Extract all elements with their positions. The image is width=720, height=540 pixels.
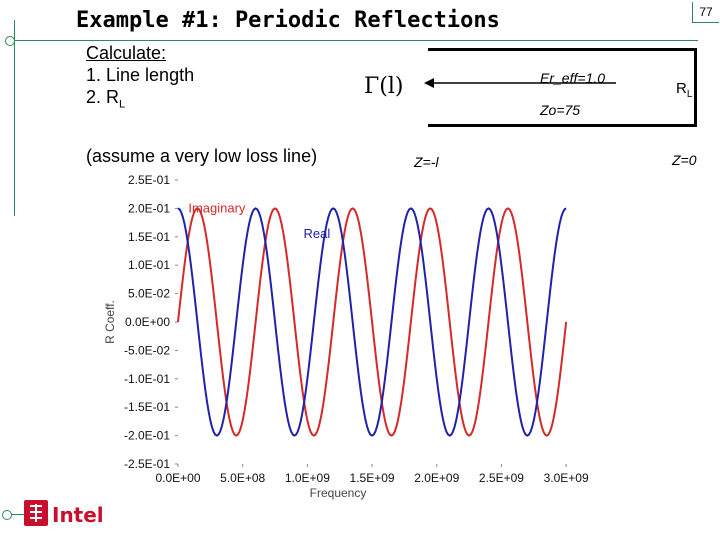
calculate-item-2-text: 2. R	[86, 87, 120, 107]
y-tick-label: -5.0E-02	[124, 343, 170, 357]
load-lead	[694, 48, 697, 127]
bottom-rail-line	[6, 514, 36, 515]
top-rail-line	[8, 40, 698, 41]
x-tick-label: 3.0E+09	[544, 471, 589, 485]
y-tick-label: -2.5E-01	[124, 457, 170, 471]
y-tick-label: 2.5E-01	[128, 173, 170, 187]
er-eff-label: Er_eff=1.0	[540, 70, 605, 86]
x-tick-label: 2.0E+09	[414, 471, 459, 485]
logo-text: Intel	[52, 503, 104, 527]
calculate-item-1: 1. Line length	[86, 65, 195, 85]
x-tick-label: 5.0E+08	[220, 471, 265, 485]
y-tick-label: 0.0E+00	[125, 315, 170, 329]
left-rail-line	[14, 20, 15, 216]
zo-label: Zo=75	[540, 102, 581, 118]
slide-number: 77	[692, 2, 719, 23]
y-axis-label: R Coeff.	[103, 300, 117, 344]
intel-logo: Intel	[24, 500, 104, 527]
rail-circle-bottom	[2, 510, 12, 520]
calculate-item-2-sub: L	[119, 98, 126, 111]
x-tick-label: 1.5E+09	[350, 471, 395, 485]
y-tick-label: 1.0E-01	[128, 258, 170, 272]
y-axis-ticks: 2.5E-01 2.0E-01 1.5E-01 1.0E-01 5.0E-02 0.0E+…	[124, 173, 178, 471]
annotation-imaginary: Imaginary	[188, 200, 246, 215]
y-tick-label: 2.0E-01	[128, 201, 170, 215]
line-top-conductor	[428, 48, 696, 51]
assumption-note: (assume a very low loss line)	[86, 146, 318, 166]
z-right-label: Z=0	[672, 152, 697, 168]
page-title: Example #1: Periodic Reflections	[76, 8, 500, 33]
load-resistor-text: R	[676, 80, 687, 97]
x-axis-ticks: 0.0E+00 5.0E+08 1.0E+09 1.5E+09 2.0E+09 2.5E+…	[155, 464, 589, 485]
chart-series	[177, 207, 568, 437]
annotation-real: Real	[303, 226, 330, 241]
line-bottom-conductor	[428, 124, 696, 127]
series-line-real	[177, 207, 567, 437]
x-tick-label: 0.0E+00	[155, 471, 200, 485]
rail-circle-top	[5, 36, 15, 46]
reflection-coefficient-chart: 2.5E-01 2.0E-01 1.5E-01 1.0E-01 5.0E-02 0.0E+…	[103, 173, 589, 500]
load-resistor-label: RL	[676, 80, 693, 100]
gamma-label: Γ(l)	[364, 74, 404, 99]
calculate-block: Calculate: 1. Line length 2. RL	[86, 42, 194, 116]
z-left-label: Z=-l	[414, 154, 439, 170]
series-line-imaginary	[177, 207, 568, 437]
calculate-item-2: 2. RL	[86, 86, 194, 116]
x-tick-label: 1.0E+09	[285, 471, 330, 485]
y-tick-label: 1.5E-01	[128, 230, 170, 244]
chart-annotations: Imaginary Real	[188, 200, 330, 241]
load-resistor-sub: L	[686, 89, 693, 100]
x-axis-label: Frequency	[310, 486, 367, 500]
y-tick-label: -2.0E-01	[124, 429, 170, 443]
y-tick-label: -1.0E-01	[124, 372, 170, 386]
y-tick-label: 5.0E-02	[128, 287, 170, 301]
y-tick-label: -1.5E-01	[124, 400, 170, 414]
x-tick-label: 2.5E+09	[479, 471, 524, 485]
calculate-heading: Calculate:	[86, 43, 167, 63]
gamma-arrow	[424, 78, 616, 88]
